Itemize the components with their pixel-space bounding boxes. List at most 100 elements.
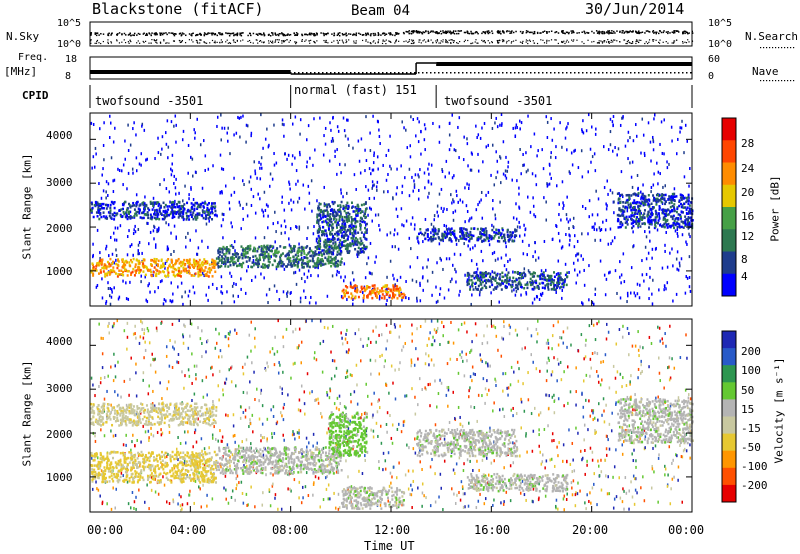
noise-search-point — [219, 41, 221, 43]
velocity-scatter-cell — [669, 502, 672, 506]
power-scatter-cell — [296, 225, 298, 229]
power-scatter-cell — [114, 126, 116, 130]
velocity-scatter-cell — [575, 426, 577, 430]
power-echo-f0 — [124, 263, 127, 267]
power-scatter-cell — [505, 253, 507, 257]
power-scatter-cell — [422, 288, 424, 292]
power-scatter-cell — [448, 257, 451, 261]
power-scatter-cell — [511, 178, 513, 182]
power-scatter-cell — [259, 177, 262, 181]
power-echo-f0 — [211, 259, 214, 262]
power-echo-f1 — [282, 263, 285, 266]
velocity-scatter-cell — [672, 458, 674, 462]
power-scatter-cell — [662, 185, 664, 189]
velocity-scatter-cell — [305, 436, 308, 440]
velocity-scatter-cell — [602, 397, 605, 401]
noise-sky-point — [207, 33, 209, 35]
power-scatter-cell — [387, 190, 389, 194]
velocity-scatter-cell — [586, 459, 588, 463]
power-scatter-cell — [468, 275, 470, 279]
power-scatter-cell — [461, 200, 464, 204]
noise-search-point — [289, 39, 291, 42]
noise-sky-point — [476, 31, 478, 34]
power-echo-f0 — [105, 272, 108, 276]
power-scatter-cell — [454, 149, 457, 153]
power-scatter-cell — [274, 240, 276, 244]
power-scatter-cell — [364, 236, 366, 240]
velocity-scatter-cell — [380, 424, 382, 428]
noise-sky-point — [475, 30, 477, 33]
noise-sky-point — [136, 34, 138, 36]
power-echo-f0 — [152, 270, 155, 274]
power-scatter-cell — [140, 280, 142, 284]
velocity-scatter-cell — [412, 479, 415, 483]
power-scatter-cell — [581, 204, 584, 208]
noise-search-point — [445, 39, 447, 42]
velocity-scatter-cell — [597, 380, 600, 384]
noise-search-point — [511, 41, 513, 43]
noise-sky-point — [672, 32, 675, 34]
nave-point — [222, 72, 224, 74]
noise-search-point — [323, 39, 325, 42]
velocity-scatter-cell — [217, 439, 219, 443]
noise-sky-point — [622, 30, 624, 32]
power-echo-f0 — [99, 269, 102, 272]
power-echo-f1 — [233, 257, 236, 260]
noise-search-point — [482, 40, 484, 43]
noise-search-point — [612, 41, 614, 43]
power-scatter-cell — [653, 172, 655, 176]
power-echo-f1 — [310, 249, 313, 253]
noise-search-point — [503, 40, 505, 42]
power-scatter-cell — [565, 127, 567, 131]
velocity-scatter-cell — [161, 431, 164, 435]
nave-point — [190, 72, 192, 74]
noise-search-point — [155, 40, 157, 42]
power-scatter-cell — [418, 188, 420, 192]
power-scatter-cell — [507, 160, 510, 164]
velocity-scatter-cell — [492, 324, 495, 328]
noise-sky-point — [377, 32, 379, 34]
noise-sky-point — [219, 32, 221, 34]
nave-point — [182, 72, 184, 74]
noise-search-point — [372, 41, 374, 43]
noise-search-point — [369, 42, 371, 44]
power-echo-f0 — [203, 269, 206, 272]
power-scatter-cell — [141, 251, 143, 255]
velocity-scatter-cell — [148, 436, 150, 440]
power-scatter-cell — [684, 291, 687, 295]
power-echo-f0 — [182, 262, 185, 265]
noise-sky-point — [662, 31, 665, 34]
power-scatter-cell — [112, 190, 115, 194]
noise-search-point — [476, 42, 478, 44]
power-scatter-cell — [287, 153, 290, 157]
velocity-scatter-cell — [591, 486, 594, 490]
power-scatter-cell — [555, 272, 558, 276]
power-scatter-cell — [451, 113, 453, 117]
velocity-scatter-cell — [122, 474, 124, 478]
power-scatter-cell — [456, 194, 458, 198]
velocity-scatter-cell — [411, 387, 413, 391]
velocity-scatter-cell — [274, 493, 277, 497]
power-scatter-cell — [415, 134, 417, 138]
power-scatter-cell — [450, 143, 452, 147]
velocity-scatter-cell — [177, 502, 179, 506]
power-scatter-cell — [115, 254, 118, 258]
velocity-scatter-cell — [592, 323, 595, 327]
velocity-scatter-cell — [398, 461, 400, 465]
power-scatter-cell — [582, 302, 584, 306]
velocity-scatter-cell — [597, 418, 599, 422]
power-scatter-cell — [545, 200, 547, 204]
power-scatter-cell — [208, 219, 210, 223]
noise-search-point — [593, 40, 595, 43]
power-scatter-cell — [452, 263, 454, 267]
velocity-scatter-cell — [439, 437, 442, 441]
velocity-scatter-cell — [635, 465, 637, 469]
velocity-scatter-cell — [546, 393, 548, 397]
power-scatter-cell — [647, 220, 649, 224]
power-scatter-cell — [228, 201, 231, 205]
velocity-scatter-cell — [477, 393, 480, 397]
power-scatter-cell — [312, 163, 314, 167]
velocity-scatter-cell — [184, 374, 186, 378]
velocity-scatter-cell — [269, 350, 271, 354]
velocity-scatter-cell — [512, 406, 514, 410]
